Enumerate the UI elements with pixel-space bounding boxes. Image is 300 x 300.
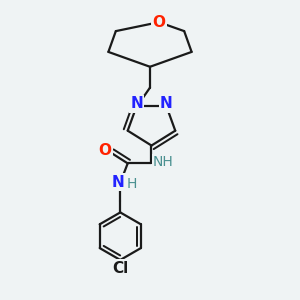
Text: O: O — [152, 15, 165, 30]
Text: N: N — [160, 96, 173, 111]
Text: Cl: Cl — [112, 261, 128, 276]
Text: H: H — [126, 177, 137, 191]
Text: NH: NH — [153, 155, 174, 169]
Text: N: N — [112, 175, 124, 190]
Text: O: O — [98, 143, 111, 158]
Text: N: N — [130, 96, 143, 111]
